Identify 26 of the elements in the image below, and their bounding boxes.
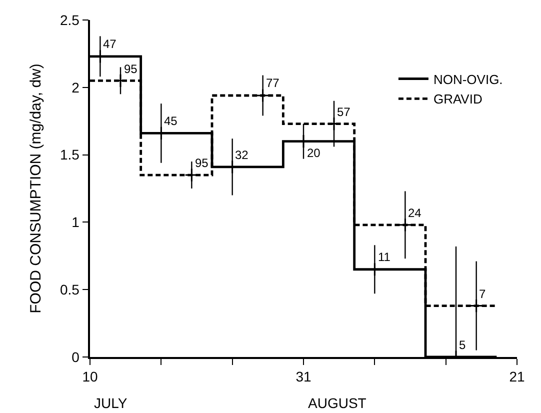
- x-tick-label: 10: [82, 368, 98, 385]
- annotation: 77: [266, 76, 280, 90]
- legend-label: NON-OVIG.: [433, 72, 503, 87]
- annotation: 47: [103, 37, 117, 51]
- annotation: 7: [479, 287, 486, 301]
- y-tick-label: 2.5: [60, 12, 80, 28]
- x-tick-label: 21: [509, 368, 525, 385]
- y-tick-label: 0.5: [60, 282, 80, 298]
- annotation: 57: [337, 105, 351, 119]
- annotation: 24: [408, 206, 422, 220]
- annotation: 20: [307, 146, 321, 160]
- text: JULY: [94, 395, 128, 411]
- annotation: 5: [459, 338, 466, 352]
- legend-label: GRAVID: [433, 92, 482, 107]
- y-tick-label: 0: [72, 348, 80, 365]
- y-tick-label: 2: [72, 79, 80, 96]
- x-tick-label: 31: [296, 368, 312, 385]
- annotation: 95: [195, 156, 209, 170]
- annotation: 32: [235, 148, 249, 162]
- annotation: 45: [164, 114, 178, 128]
- text: AUGUST: [308, 395, 367, 411]
- annotation: 95: [124, 62, 138, 76]
- y-axis-title: FOOD CONSUMPTION (mg/day, dw): [28, 64, 45, 314]
- y-tick-label: 1.5: [60, 146, 80, 163]
- annotation: 11: [378, 250, 391, 264]
- y-tick-label: 1: [72, 214, 80, 230]
